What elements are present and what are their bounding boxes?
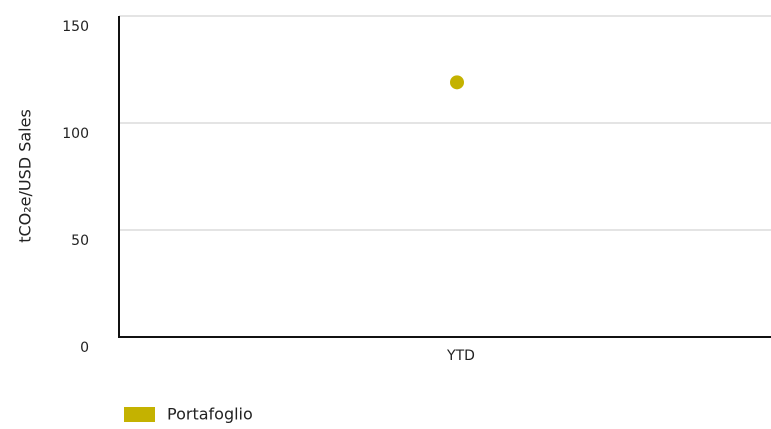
legend-label: Portafoglio	[167, 405, 253, 424]
y-tick-label: 150	[62, 19, 89, 35]
y-tick-label: 50	[71, 233, 89, 249]
legend-swatch	[124, 407, 155, 422]
y-tick-label: 0	[80, 340, 89, 356]
x-tick-label: YTD	[446, 348, 475, 364]
point	[450, 75, 464, 90]
y-axis-label: tCO₂e/USD Sales	[16, 109, 35, 243]
y-tick-label: 100	[62, 126, 89, 142]
